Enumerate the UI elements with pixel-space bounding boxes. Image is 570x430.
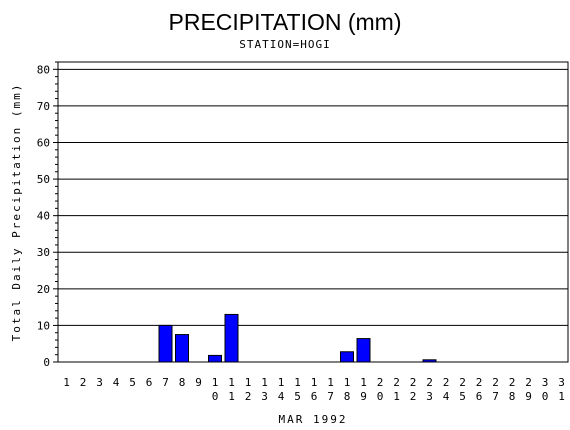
- y-tick-label: 50: [37, 173, 50, 186]
- bars: [158, 313, 437, 363]
- y-axis-label: Total Daily Precipitation (mm): [10, 83, 23, 342]
- x-tick-label: 2: [80, 376, 87, 389]
- chart-title: PRECIPITATION (mm): [169, 9, 402, 35]
- x-tick-label: 3: [96, 376, 103, 389]
- x-tick-label: 4: [113, 376, 120, 389]
- y-tick-label: 0: [43, 356, 50, 369]
- grid-lines: [58, 68, 568, 326]
- y-axis-ticks: 0 10 20 30 40 50 60 70 80: [37, 61, 58, 369]
- y-tick-label: 60: [37, 136, 50, 149]
- y-tick-label: 40: [37, 210, 50, 223]
- x-tick-label: 5: [129, 376, 136, 389]
- x-tick-label: 7: [162, 376, 169, 389]
- bar-day-18: [340, 351, 354, 363]
- x-axis-label: MAR 1992: [279, 413, 348, 426]
- bar-day-7: [158, 324, 173, 363]
- bar-day-10: [208, 354, 222, 363]
- x-axis-ticks: 1 2 3 4 5 6 7 8 9 1 01 11 21 31 41 51 61 71 81 92 02 12 22 32 42…: [63, 376, 565, 403]
- y-tick-label: 10: [37, 319, 50, 332]
- x-tick-label: 8: [179, 376, 186, 389]
- bar-day-19: [356, 338, 371, 363]
- plot-frame: [57, 61, 569, 363]
- bar-day-8: [175, 334, 189, 363]
- y-tick-label: 80: [37, 63, 50, 76]
- x-tick-label: 6: [146, 376, 153, 389]
- y-tick-label: 20: [37, 283, 50, 296]
- y-tick-label: 30: [37, 246, 50, 259]
- x-tick-label: 9: [195, 376, 202, 389]
- bar-day-11: [224, 313, 239, 363]
- y-tick-label: 70: [37, 100, 50, 113]
- x-tick-label: 1: [63, 376, 70, 389]
- chart-subtitle: STATION=HOGI: [239, 38, 330, 51]
